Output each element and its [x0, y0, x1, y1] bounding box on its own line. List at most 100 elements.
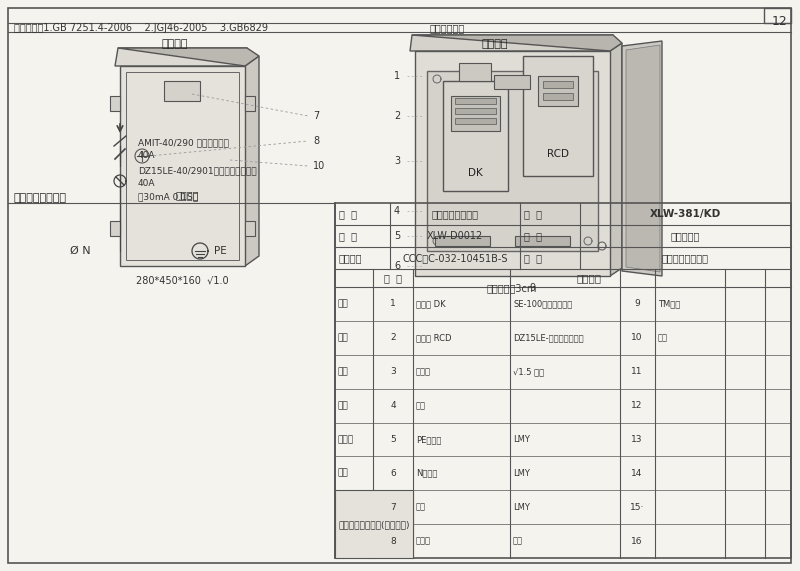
Bar — [459, 63, 491, 81]
Bar — [494, 75, 530, 89]
Text: 12: 12 — [771, 15, 787, 28]
Text: 执行标准：1.GB 7251.4-2006    2.JGJ46-2005    3.GB6829: 执行标准：1.GB 7251.4-2006 2.JGJ46-2005 3.GB6… — [14, 23, 268, 33]
Text: 9: 9 — [634, 299, 640, 308]
Polygon shape — [245, 56, 259, 266]
Bar — [455, 98, 496, 104]
Text: DZ15LE-40/2901（透明漏电开关）: DZ15LE-40/2901（透明漏电开关） — [138, 167, 257, 175]
Text: 10: 10 — [313, 161, 326, 171]
Text: DK: DK — [468, 168, 482, 178]
Text: 序  号: 序 号 — [384, 273, 402, 283]
Text: TM连接: TM连接 — [658, 299, 680, 308]
Text: DZ15LE-透明系列漏电开: DZ15LE-透明系列漏电开 — [513, 333, 584, 342]
Text: 4: 4 — [394, 206, 400, 216]
Text: 有电危险: 有电危险 — [175, 190, 198, 200]
Bar — [538, 76, 578, 106]
Bar — [335, 490, 413, 558]
Bar — [245, 96, 255, 111]
Polygon shape — [410, 35, 615, 51]
Bar — [543, 81, 573, 88]
Text: 建筑施工用配电箱: 建筑施工用配电箱 — [431, 209, 478, 219]
Bar — [245, 221, 255, 236]
Bar — [515, 236, 570, 246]
Polygon shape — [610, 43, 622, 276]
Polygon shape — [118, 48, 259, 66]
Text: 制图: 制图 — [338, 333, 349, 342]
Text: LMY: LMY — [513, 435, 530, 444]
Bar — [543, 93, 573, 100]
Text: LMY: LMY — [513, 469, 530, 478]
Bar — [435, 236, 490, 246]
Text: 10: 10 — [631, 333, 642, 342]
Text: √1.5 折边: √1.5 折边 — [513, 367, 544, 376]
Text: 40A: 40A — [138, 151, 155, 160]
Bar — [451, 96, 500, 131]
Text: XLW-381/KD: XLW-381/KD — [650, 209, 721, 219]
Text: 280*450*160  √1.0: 280*450*160 √1.0 — [136, 275, 228, 285]
Text: 40A: 40A — [138, 179, 155, 188]
Text: 元件间距＝3cm: 元件间距＝3cm — [487, 283, 537, 293]
Text: 防雨: 防雨 — [513, 537, 523, 545]
Text: 标准化: 标准化 — [338, 435, 354, 444]
Bar — [120, 66, 245, 266]
Polygon shape — [622, 41, 662, 276]
Text: PE线端子: PE线端子 — [416, 435, 442, 444]
Text: LMY: LMY — [513, 502, 530, 512]
Bar — [126, 72, 239, 260]
Text: 试验报告: 试验报告 — [339, 253, 362, 263]
Text: 主要配件: 主要配件 — [577, 273, 602, 283]
Text: 2: 2 — [394, 111, 400, 121]
Text: 审核: 审核 — [338, 401, 349, 410]
Bar — [455, 108, 496, 114]
Text: 名  称: 名 称 — [339, 209, 357, 219]
Text: 1: 1 — [390, 299, 396, 308]
Text: 图  号: 图 号 — [339, 231, 357, 241]
Text: 14: 14 — [631, 469, 642, 478]
Text: 规  格: 规 格 — [524, 231, 542, 241]
Text: 哈尔滨市龙瑞电气(成套设备): 哈尔滨市龙瑞电气(成套设备) — [338, 521, 410, 529]
Text: 6: 6 — [390, 469, 396, 478]
Text: 5: 5 — [390, 435, 396, 444]
Text: CCC：C-032-10451B-S: CCC：C-032-10451B-S — [402, 253, 508, 263]
Text: XLW-D0012: XLW-D0012 — [427, 231, 483, 241]
Text: 设计: 设计 — [338, 299, 349, 308]
Bar — [110, 221, 120, 236]
Text: 壳体颜色：黄: 壳体颜色：黄 — [430, 23, 466, 33]
Text: 照明开关箱: 照明开关箱 — [670, 231, 700, 241]
Text: 3: 3 — [390, 367, 396, 376]
Text: 2: 2 — [390, 333, 396, 342]
Text: 电器连接原理图：: 电器连接原理图： — [14, 193, 67, 203]
Text: 13: 13 — [631, 435, 642, 444]
Text: PE: PE — [214, 246, 226, 256]
Bar — [415, 51, 610, 276]
Text: 型  号: 型 号 — [524, 209, 542, 219]
Text: （30mA 0.1S）: （30mA 0.1S） — [138, 192, 198, 202]
Text: N线端子: N线端子 — [416, 469, 438, 478]
Text: 排耳: 排耳 — [658, 333, 668, 342]
Text: 外型图：: 外型图： — [162, 39, 188, 49]
Text: 16: 16 — [631, 537, 642, 545]
Text: 8: 8 — [390, 537, 396, 545]
Text: 15·: 15· — [630, 502, 644, 512]
Text: SE-100系列透明开关: SE-100系列透明开关 — [513, 299, 572, 308]
Text: 5: 5 — [394, 231, 400, 241]
Text: 6: 6 — [394, 261, 400, 271]
Polygon shape — [412, 35, 622, 51]
Text: 压把锁: 压把锁 — [416, 537, 431, 545]
Text: 3: 3 — [394, 156, 400, 166]
Bar — [110, 96, 120, 111]
Bar — [335, 203, 791, 558]
Bar — [455, 118, 496, 124]
Text: 安装板: 安装板 — [416, 367, 431, 376]
Text: 4: 4 — [390, 401, 396, 410]
Text: 8: 8 — [313, 136, 319, 146]
Bar — [764, 8, 791, 23]
Text: 断路器 DK: 断路器 DK — [416, 299, 446, 308]
Text: 7: 7 — [313, 111, 319, 121]
Text: 装配图：: 装配图： — [482, 39, 508, 49]
Text: 校核: 校核 — [338, 367, 349, 376]
Text: 用  途: 用 途 — [524, 253, 542, 263]
Bar — [443, 81, 508, 191]
Text: 施工现场照明配电: 施工现场照明配电 — [662, 253, 709, 263]
Text: 日期: 日期 — [338, 469, 349, 478]
Text: 线夹: 线夹 — [416, 401, 426, 410]
